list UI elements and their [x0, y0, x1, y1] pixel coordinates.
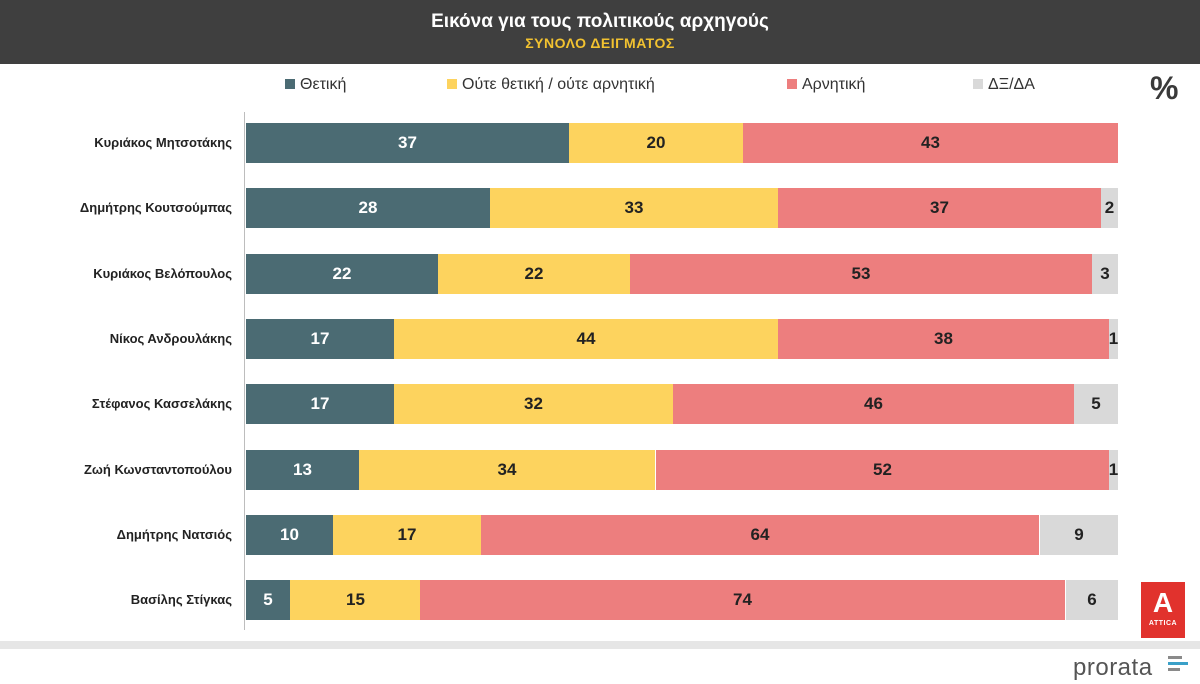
chart-header: Εικόνα για τους πολιτικούς αρχηγούς ΣΥΝΟ…	[0, 0, 1200, 64]
legend-label-negative: Αρνητική	[802, 76, 866, 93]
bar-value-label: 28	[358, 198, 378, 217]
bar-segment-neu: 34	[359, 450, 655, 490]
legend-item-negative: Αρνητική	[787, 76, 865, 94]
legend-item-neutral: Ούτε θετική / ούτε αρνητική	[447, 76, 655, 94]
bar-segment-neu: 17	[333, 515, 481, 555]
bar-value-label: 37	[398, 133, 417, 152]
bar-segment-pos: 22	[246, 254, 438, 294]
legend-item-dk: ΔΞ/ΔΑ	[973, 76, 1035, 94]
legend-swatch-positive	[285, 79, 295, 89]
bar-value-label: 38	[934, 329, 953, 348]
bar-value-label: 46	[864, 394, 883, 413]
bar-segment-neg: 74	[420, 580, 1065, 620]
bar-value-label: 20	[646, 133, 666, 152]
bar-value-label: 22	[332, 264, 352, 283]
category-label: Βασίλης Στίγκας	[130, 592, 232, 607]
legend-label-neutral: Ούτε θετική / ούτε αρνητική	[462, 76, 655, 93]
bar-value-label: 64	[750, 525, 770, 544]
bar-value-label: 6	[1087, 590, 1097, 609]
bar-segment-pos: 10	[246, 515, 333, 555]
footer-divider	[0, 641, 1200, 649]
bar-value-label: 10	[280, 525, 299, 544]
bar-segment-neg: 53	[630, 254, 1092, 294]
bar-value-label: 22	[524, 264, 544, 283]
bar-segment-neg: 52	[656, 450, 1109, 490]
bar-value-label: 17	[310, 394, 330, 413]
bar-segment-pos: 5	[246, 580, 290, 620]
bar-value-label: 44	[576, 329, 596, 348]
bar-segment-pos: 17	[246, 319, 394, 359]
bar-value-label: 13	[293, 460, 312, 479]
legend-swatch-neutral	[447, 79, 457, 89]
bar-segment-dk: 1	[1109, 319, 1118, 359]
prorata-bars-icon	[1168, 656, 1190, 678]
bar-value-label: 1	[1109, 460, 1118, 479]
bar-value-label: 9	[1074, 525, 1084, 544]
bar-segment-neu: 20	[569, 123, 743, 163]
bar-value-label: 2	[1104, 198, 1115, 217]
bar-value-label: 17	[397, 525, 417, 544]
legend-swatch-negative	[787, 79, 797, 89]
category-label: Δημήτρης Κουτσούμπας	[79, 200, 232, 215]
category-label: Νίκος Ανδρουλάκης	[109, 331, 232, 346]
bar-segment-pos: 13	[246, 450, 359, 490]
prorata-wordmark: prorata	[1073, 654, 1153, 681]
bar-value-label: 43	[921, 133, 940, 152]
bar-segment-neg: 37	[778, 188, 1101, 228]
bar-segment-pos: 17	[246, 384, 394, 424]
bar-segment-pos: 28	[246, 188, 490, 228]
bar-value-label: 37	[930, 198, 949, 217]
bar-value-label: 17	[310, 329, 330, 348]
bar-segment-dk: 6	[1066, 580, 1118, 620]
bar-value-label: 1	[1109, 329, 1118, 348]
category-label: Κυριάκος Βελόπουλος	[93, 266, 232, 281]
percent-icon: %	[1150, 70, 1179, 106]
bar-segment-neu: 15	[290, 580, 421, 620]
bar-segment-dk: 1	[1109, 450, 1118, 490]
bar-value-label: 34	[497, 460, 517, 479]
category-label: Κυριάκος Μητσοτάκης	[94, 135, 232, 150]
bar-segment-pos: 37	[246, 123, 569, 163]
logo-mark: Α	[1152, 587, 1174, 618]
bar-value-label: 32	[524, 394, 543, 413]
bar-value-label: 52	[873, 460, 892, 479]
chart-legend: Θετική Ούτε θετική / ούτε αρνητική Αρνητ…	[0, 76, 1200, 96]
bar-value-label: 53	[851, 264, 871, 283]
category-axis-line	[244, 112, 245, 630]
bar-segment-dk: 5	[1074, 384, 1118, 424]
chart-title: Εικόνα για τους πολιτικούς αρχηγούς	[431, 11, 769, 32]
chart-subtitle: ΣΥΝΟΛΟ ΔΕΙΓΜΑΤΟΣ	[525, 35, 675, 51]
logo-text: ATTICA	[1148, 620, 1178, 627]
category-label: Δημήτρης Νατσιός	[116, 527, 232, 542]
legend-label-dk: ΔΞ/ΔΑ	[988, 76, 1035, 93]
bar-segment-neg: 46	[673, 384, 1074, 424]
bar-segment-neu: 22	[438, 254, 630, 294]
attica-logo: Α ATTICA	[1141, 582, 1185, 638]
bar-segment-neg: 43	[743, 123, 1118, 163]
category-label: Ζωή Κωνσταντοπούλου	[83, 462, 232, 477]
bar-value-label: 5	[1091, 394, 1101, 413]
legend-item-positive: Θετική	[285, 76, 346, 94]
bar-value-label: 5	[263, 590, 273, 609]
bar-segment-dk: 2	[1101, 188, 1118, 228]
bar-segment-dk: 9	[1040, 515, 1118, 555]
legend-swatch-dk	[973, 79, 983, 89]
bar-segment-dk: 3	[1092, 254, 1118, 294]
bar-segment-neu: 32	[394, 384, 673, 424]
bar-value-label: 74	[733, 590, 752, 609]
category-label: Στέφανος Κασσελάκης	[91, 396, 232, 411]
bar-segment-neu: 33	[490, 188, 778, 228]
bar-value-label: 3	[1100, 264, 1110, 283]
bar-segment-neg: 38	[778, 319, 1109, 359]
bar-value-label: 15	[346, 590, 365, 609]
bar-value-label: 33	[624, 198, 644, 217]
legend-label-positive: Θετική	[300, 76, 347, 93]
bar-segment-neg: 64	[481, 515, 1039, 555]
bar-segment-neu: 44	[394, 319, 778, 359]
